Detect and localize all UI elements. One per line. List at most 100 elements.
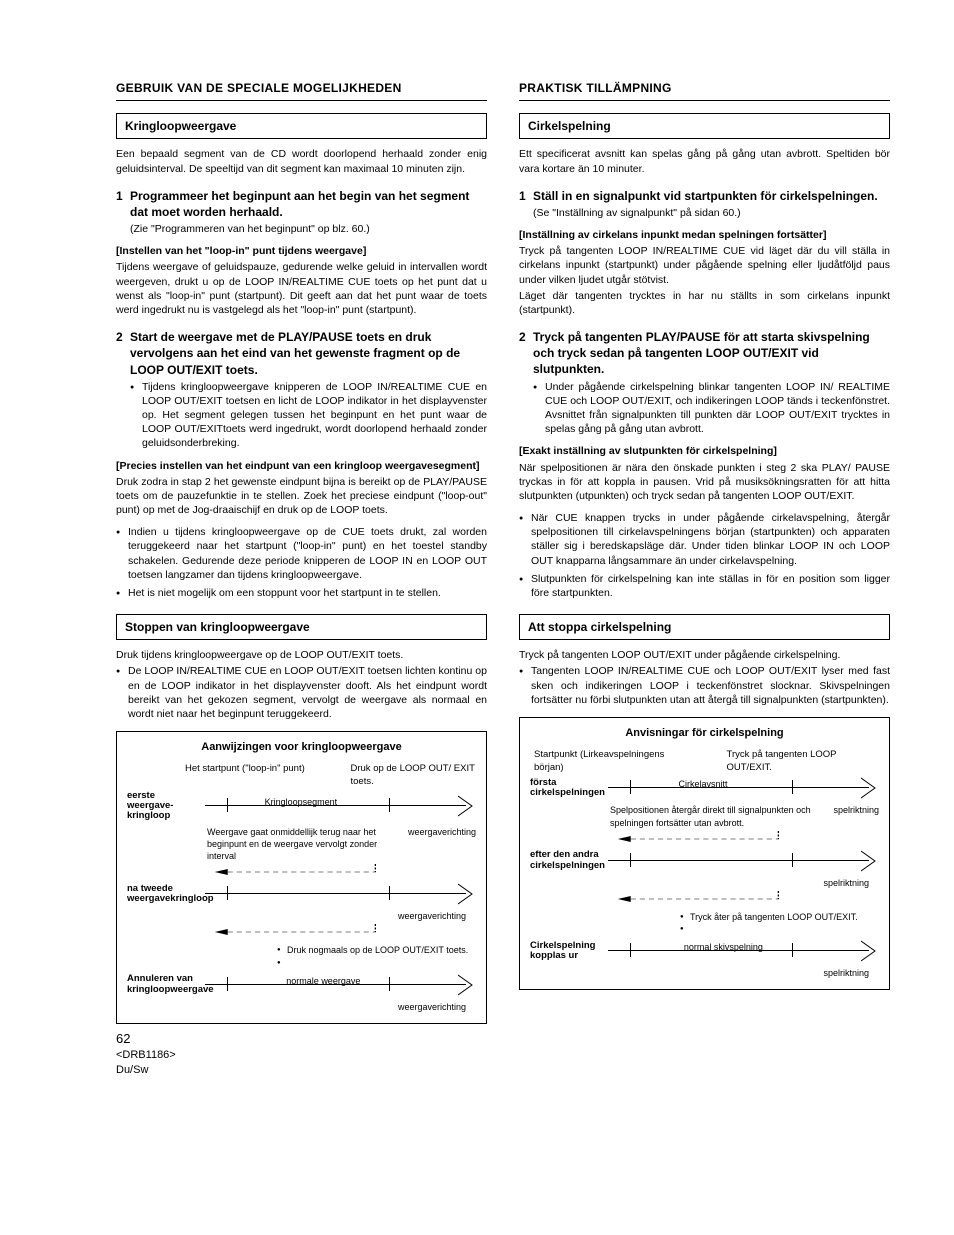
right-box-cirkel: Cirkelspelning (519, 113, 890, 139)
right-main-header: PRAKTISK TILLÄMPNING (519, 80, 890, 101)
row1-label: eerste weergave-kringloop (127, 791, 205, 822)
doc-code: <DRB1186> (116, 1049, 176, 1061)
left-intro-para: Een bepaald segment van de CD wordt door… (116, 147, 487, 175)
dotted-return-1 (610, 831, 869, 847)
inner-bullet-empty (680, 923, 879, 935)
diagram-top-left-label: Het startpunt ("loop-in" punt) (127, 763, 311, 789)
bullet-item: Indien u tijdens kringloopweergave op de… (116, 525, 487, 582)
step-text: Ställ in en signalpunkt vid startpunkten… (533, 188, 890, 204)
right-bracket1-para: Tryck på tangenten LOOP IN/REALTIME CUE … (519, 244, 890, 287)
diagram-row1: första cirkelspelningen Cirkelavsnitt (530, 776, 879, 800)
bullet-item: De LOOP IN/REALTIME CUE en LOOP OUT/EXIT… (116, 664, 487, 721)
left-bracket1: [Instellen van het "loop-in" punt tijden… (116, 244, 487, 258)
row3-graphic: normal skivspelning (608, 939, 879, 963)
diagram-row1: eerste weergave-kringloop Kringloopsegme… (127, 791, 476, 822)
left-column: GEBRUIK VAN DE SPECIALE MOGELIJKHEDEN Kr… (116, 80, 487, 1077)
bullet-item: Tijdens kringloopweergave knipperen de L… (130, 380, 487, 451)
diagram-title: Anvisningar för cirkelspelning (530, 726, 879, 741)
right-step2: 2 Tryck på tangenten PLAY/PAUSE för att … (519, 329, 890, 378)
direction-label: weergaverichting (207, 910, 476, 922)
left-stop-bullets: De LOOP IN/REALTIME CUE en LOOP OUT/EXIT… (116, 664, 487, 721)
row2-graphic (608, 849, 879, 873)
diagram-row3: Annuleren van kringloopweergave normale … (127, 973, 476, 997)
step-text: Start de weergave met de PLAY/PAUSE toet… (130, 329, 487, 378)
diagram-top-right-label: Tryck på tangenten LOOP OUT/EXIT. (687, 749, 880, 775)
inner-bullet-empty (277, 957, 476, 969)
left-bracket2-para: Druk zodra in stap 2 het gewenste eindpu… (116, 475, 487, 518)
inner-bullets: Druk nogmaals op de LOOP OUT/EXIT toets. (127, 944, 476, 968)
left-box-stop: Stoppen van kringloopweergave (116, 614, 487, 640)
row1-seg-label: Cirkelavsnitt (678, 778, 727, 790)
left-step1: 1 Programmeer het beginpunt aan het begi… (116, 188, 487, 220)
dotted-return-2 (207, 924, 466, 940)
diagram-top-labels: Het startpunt ("loop-in" punt) Druk op d… (127, 763, 476, 789)
left-diagram: Aanwijzingen voor kringloopweergave Het … (116, 731, 487, 1024)
direction-label: spelriktning (610, 877, 879, 889)
row3-label: Cirkelspelning kopplas ur (530, 941, 608, 962)
right-column: PRAKTISK TILLÄMPNING Cirkelspelning Ett … (519, 80, 890, 1077)
diagram-top-labels: Startpunkt (Lirkeavspelningens början) T… (530, 749, 879, 775)
left-main-header: GEBRUIK VAN DE SPECIALE MOGELIJKHEDEN (116, 80, 487, 101)
inner-bullet: Tryck åter på tangenten LOOP OUT/EXIT. (680, 911, 879, 923)
right-diagram: Anvisningar för cirkelspelning Startpunk… (519, 717, 890, 990)
row3-seg-label: normal skivspelning (684, 941, 763, 953)
left-step2: 2 Start de weergave met de PLAY/PAUSE to… (116, 329, 487, 378)
diagram-top-right-label: Druk op de LOOP OUT/ EXIT toets. (311, 763, 477, 789)
right-stop-para: Tryck på tangenten LOOP OUT/EXIT under p… (519, 648, 890, 662)
bullet-item: Het is niet mogelijk om een stoppunt voo… (116, 586, 487, 600)
row2-label: efter den andra cirkelspelningen (530, 850, 608, 871)
row1-seg-label: Kringloopsegment (265, 796, 338, 808)
right-bracket2: [Exakt inställning av slutpunkten för ci… (519, 444, 890, 458)
row3-graphic: normale weergave (205, 973, 476, 997)
right-step1-note: (Se "Inställning av signalpunkt" på sida… (519, 206, 890, 220)
inner-bullet: Druk nogmaals op de LOOP OUT/EXIT toets. (277, 944, 476, 956)
right-bracket2-para: När spelpositionen är nära den önskade p… (519, 461, 890, 504)
step-number: 1 (519, 188, 533, 204)
right-step2-bullets: Under pågående cirkelspelning blinkar ta… (519, 380, 890, 437)
lang-codes: Du/Sw (116, 1064, 148, 1076)
step-text: Tryck på tangenten PLAY/PAUSE för att st… (533, 329, 890, 378)
diagram-row2: na tweede weergavekringloop (127, 882, 476, 906)
right-step1: 1 Ställ in en signalpunkt vid startpunkt… (519, 188, 890, 204)
diagram-top-left-label: Startpunkt (Lirkeavspelningens början) (530, 749, 687, 775)
page-columns: GEBRUIK VAN DE SPECIALE MOGELIJKHEDEN Kr… (116, 80, 890, 1077)
left-box-kringloop: Kringloopweergave (116, 113, 487, 139)
right-intro-para: Ett specificerat avsnitt kan spelas gång… (519, 147, 890, 175)
diagram-row2: efter den andra cirkelspelningen (530, 849, 879, 873)
step-text: Programmeer het beginpunt aan het begin … (130, 188, 487, 220)
step-number: 1 (116, 188, 130, 220)
direction-label: spelriktning (610, 967, 879, 979)
bullet-item: Slutpunkten för cirkelspelning kan inte … (519, 572, 890, 600)
diagram-note1: Weergave gaat onmiddellijk terug naar he… (207, 826, 398, 862)
bullet-item: När CUE knappen trycks in under pågående… (519, 511, 890, 568)
left-step1-note: (Zie "Programmeren van het beginpunt" op… (116, 222, 487, 236)
direction-label: weergaverichting (398, 826, 476, 862)
row3-seg-label: normale weergave (286, 975, 360, 987)
right-bracket1: [Inställning av cirkelans inpunkt medan … (519, 228, 890, 242)
dotted-return-1 (207, 864, 466, 880)
diagram-note1: Spelpositionen återgår direkt till signa… (610, 804, 823, 828)
row2-label: na tweede weergavekringloop (127, 884, 205, 905)
row1-label: första cirkelspelningen (530, 778, 608, 799)
right-bracket1-para2: Läget där tangenten trycktes in har nu s… (519, 289, 890, 317)
row2-graphic (205, 882, 476, 906)
direction-label: weergaverichting (207, 1001, 476, 1013)
diagram-title: Aanwijzingen voor kringloopweergave (127, 740, 476, 755)
dotted-return-2 (610, 891, 869, 907)
row1-graphic: Cirkelavsnitt (608, 776, 879, 800)
bullet-item: Tangenten LOOP IN/REALTIME CUE och LOOP … (519, 664, 890, 707)
left-bracket1-para: Tijdens weergave of geluidspauze, gedure… (116, 260, 487, 317)
row1-graphic: Kringloopsegment (205, 794, 476, 818)
right-bracket2-bullets: När CUE knappen trycks in under pågående… (519, 511, 890, 600)
right-box-stop: Att stoppa cirkelspelning (519, 614, 890, 640)
left-step2-bullets: Tijdens kringloopweergave knipperen de L… (116, 380, 487, 451)
right-stop-bullets: Tangenten LOOP IN/REALTIME CUE och LOOP … (519, 664, 890, 707)
page-number: 62 (116, 1031, 130, 1046)
step-number: 2 (519, 329, 533, 378)
direction-label: spelriktning (823, 804, 879, 828)
page-footer: 62 <DRB1186> Du/Sw (116, 1030, 487, 1078)
left-bracket2-bullets: Indien u tijdens kringloopweergave op de… (116, 525, 487, 600)
row3-label: Annuleren van kringloopweergave (127, 974, 205, 995)
inner-bullets: Tryck åter på tangenten LOOP OUT/EXIT. (530, 911, 879, 935)
bullet-item: Under pågående cirkelspelning blinkar ta… (533, 380, 890, 437)
